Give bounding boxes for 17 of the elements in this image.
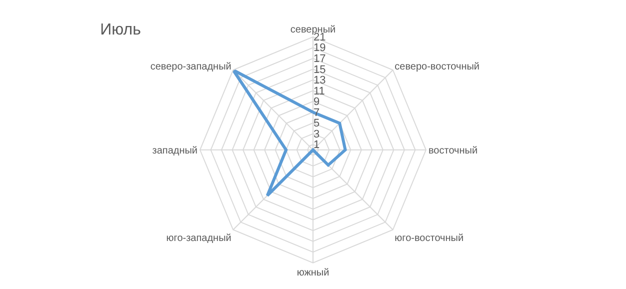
spoke-label: северо-восточный [394,61,480,72]
spoke-label: южный [296,267,330,278]
y-tick-label: 3 [314,128,320,140]
spoke-label: юго-западный [166,233,232,244]
y-tick-label: 9 [314,96,320,108]
spoke-label: юго-восточный [394,233,464,244]
chart-title: Июль [100,21,141,38]
y-tick-label: 5 [314,118,320,130]
y-tick-label: 1 [314,139,320,152]
y-tick-label: 15 [314,64,326,76]
spoke-label: западный [152,145,198,156]
spoke-label: восточный [428,145,478,156]
y-tick-label: 11 [314,85,325,98]
spoke-label: северо-западный [150,61,232,72]
y-tick-label: 17 [314,52,326,65]
y-tick-label: 19 [314,42,326,54]
y-tick-label: 13 [314,74,326,87]
